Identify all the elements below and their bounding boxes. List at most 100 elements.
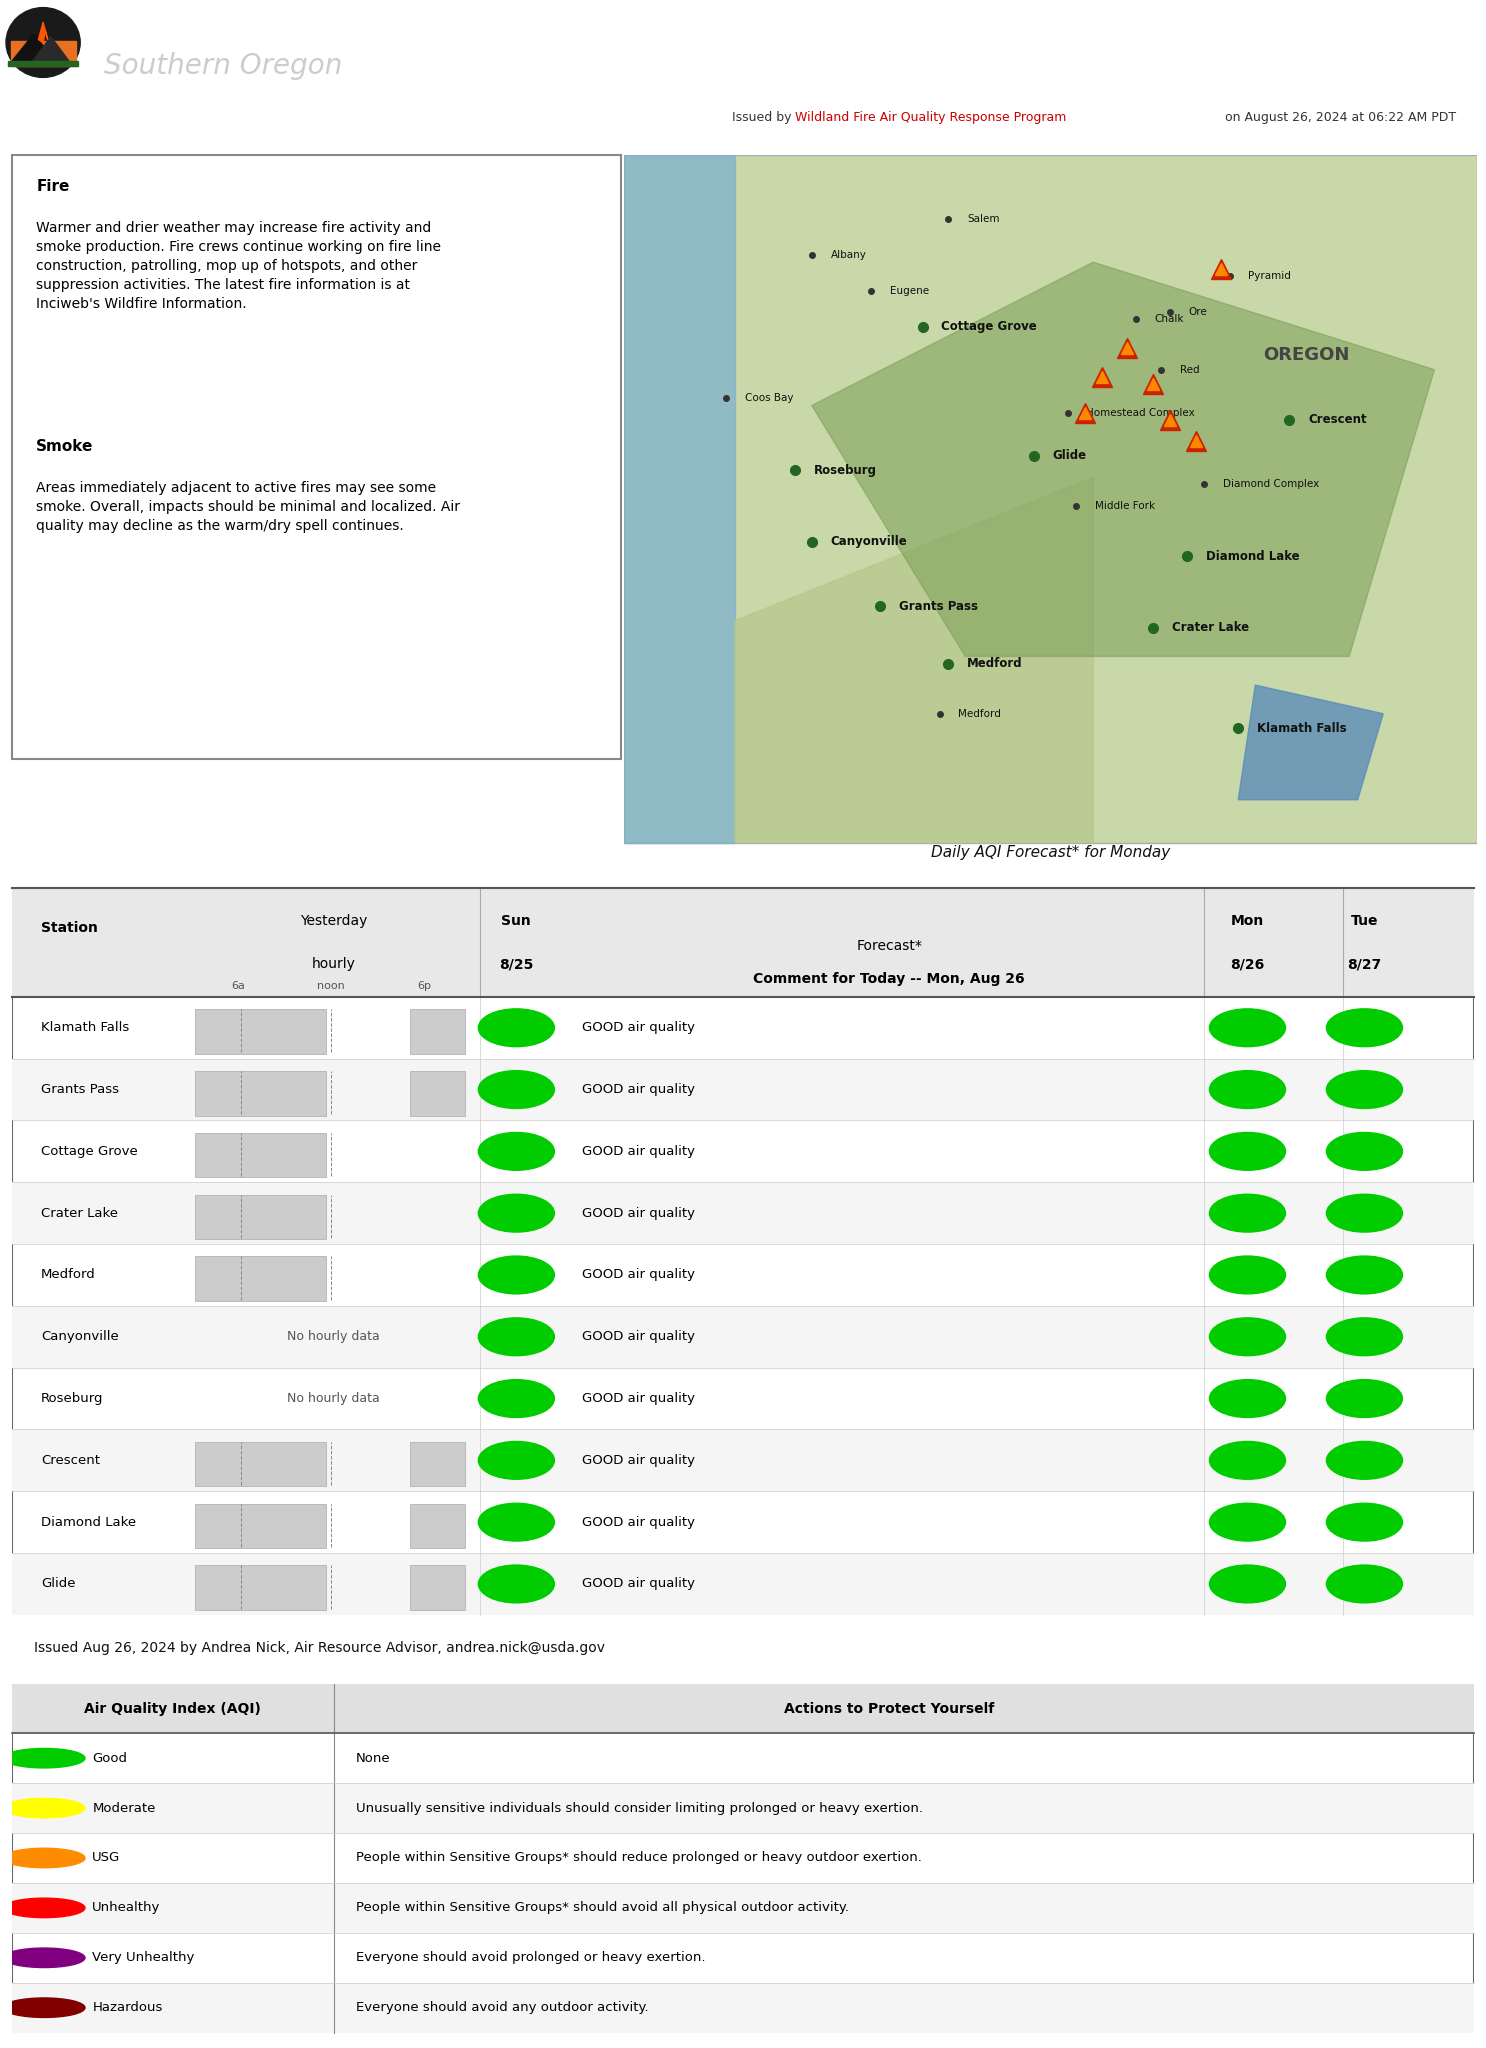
Text: Roseburg: Roseburg	[42, 1393, 104, 1405]
Text: Grants Pass: Grants Pass	[899, 600, 978, 612]
Text: Cottage Grove: Cottage Grove	[942, 319, 1037, 334]
Text: GOOD air quality: GOOD air quality	[583, 1454, 695, 1466]
Circle shape	[478, 1255, 554, 1294]
Circle shape	[1327, 1194, 1403, 1233]
Bar	[12, 1686, 1474, 1733]
Text: GOOD air quality: GOOD air quality	[583, 1145, 695, 1157]
Polygon shape	[9, 33, 58, 66]
Circle shape	[1327, 1255, 1403, 1294]
Text: Everyone should avoid prolonged or heavy exertion.: Everyone should avoid prolonged or heavy…	[355, 1952, 704, 1964]
Circle shape	[478, 1010, 554, 1047]
Bar	[12, 1059, 1474, 1120]
Text: 8/25: 8/25	[499, 956, 533, 971]
Text: 6p: 6p	[418, 981, 431, 991]
Polygon shape	[39, 23, 48, 43]
Circle shape	[1327, 1380, 1403, 1417]
Text: People within Sensitive Groups* should reduce prolonged or heavy outdoor exertio: People within Sensitive Groups* should r…	[355, 1851, 921, 1864]
Text: Issued by: Issued by	[731, 111, 795, 125]
Circle shape	[478, 1442, 554, 1479]
Text: hourly: hourly	[312, 956, 355, 971]
Text: No hourly data: No hourly data	[287, 1393, 380, 1405]
Text: Smoke: Smoke	[36, 438, 94, 453]
Bar	[195, 1503, 327, 1548]
Bar	[195, 1442, 327, 1487]
Bar	[195, 1565, 327, 1610]
Circle shape	[1327, 1071, 1403, 1108]
Circle shape	[1210, 1255, 1285, 1294]
Text: Fire: Fire	[36, 178, 70, 195]
Text: Station: Station	[42, 922, 98, 934]
Circle shape	[478, 1565, 554, 1604]
Text: noon: noon	[317, 981, 345, 991]
Text: Everyone should avoid any outdoor activity.: Everyone should avoid any outdoor activi…	[355, 2001, 648, 2013]
Text: Daily AQI Forecast* for Monday: Daily AQI Forecast* for Monday	[930, 846, 1171, 860]
Text: Hazardous: Hazardous	[92, 2001, 162, 2013]
Polygon shape	[1238, 686, 1383, 801]
Text: Crescent: Crescent	[1308, 414, 1367, 426]
Text: Warmer and drier weather may increase fire activity and
smoke production. Fire c: Warmer and drier weather may increase fi…	[36, 221, 441, 311]
Circle shape	[1327, 1565, 1403, 1604]
Text: OREGON: OREGON	[1263, 346, 1349, 365]
Text: Klamath Falls: Klamath Falls	[1257, 721, 1346, 735]
Text: Unusually sensitive individuals should consider limiting prolonged or heavy exer: Unusually sensitive individuals should c…	[355, 1802, 923, 1815]
Text: GOOD air quality: GOOD air quality	[583, 1331, 695, 1343]
Text: Crater Lake: Crater Lake	[42, 1206, 117, 1221]
Text: 8/26 - 8/27: 8/26 - 8/27	[1138, 16, 1456, 68]
Circle shape	[3, 1749, 85, 1767]
Text: Cottage Grove: Cottage Grove	[42, 1145, 138, 1157]
Bar	[410, 1442, 465, 1487]
Text: Smoke Outlook: Smoke Outlook	[104, 0, 578, 49]
Circle shape	[3, 1999, 85, 2017]
Text: USG: USG	[92, 1851, 120, 1864]
Text: Crescent: Crescent	[42, 1454, 100, 1466]
Bar	[410, 1565, 465, 1610]
Circle shape	[1210, 1442, 1285, 1479]
Text: None: None	[355, 1751, 391, 1765]
Text: Red: Red	[1180, 365, 1199, 375]
Text: GOOD air quality: GOOD air quality	[583, 1268, 695, 1282]
Bar	[195, 1071, 327, 1116]
Circle shape	[1210, 1565, 1285, 1604]
Text: Forecast*: Forecast*	[856, 938, 923, 952]
Circle shape	[1210, 1010, 1285, 1047]
Polygon shape	[811, 262, 1434, 657]
Circle shape	[1210, 1317, 1285, 1356]
Polygon shape	[9, 61, 77, 66]
Text: on August 26, 2024 at 06:22 AM PDT: on August 26, 2024 at 06:22 AM PDT	[1224, 111, 1456, 125]
Text: Klamath Falls: Klamath Falls	[42, 1022, 129, 1034]
Text: Middle Fork: Middle Fork	[1095, 502, 1155, 510]
Text: Medford: Medford	[958, 709, 1002, 719]
Text: GOOD air quality: GOOD air quality	[583, 1577, 695, 1591]
Text: Chalk: Chalk	[1155, 315, 1184, 324]
Text: Mon: Mon	[1230, 913, 1265, 928]
Circle shape	[3, 1898, 85, 1917]
Circle shape	[3, 1948, 85, 1968]
Circle shape	[3, 1798, 85, 1819]
Circle shape	[478, 1317, 554, 1356]
Text: Actions to Protect Yourself: Actions to Protect Yourself	[785, 1702, 994, 1716]
Bar	[12, 1882, 1474, 1933]
FancyBboxPatch shape	[12, 156, 621, 760]
Text: Glide: Glide	[42, 1577, 76, 1591]
Text: Diamond Complex: Diamond Complex	[1223, 479, 1320, 489]
Bar	[12, 1982, 1474, 2034]
Circle shape	[1210, 1133, 1285, 1169]
Text: GOOD air quality: GOOD air quality	[583, 1206, 695, 1221]
Text: Medford: Medford	[967, 657, 1022, 670]
Text: Comment for Today -- Mon, Aug 26: Comment for Today -- Mon, Aug 26	[753, 971, 1025, 985]
Bar	[195, 1133, 327, 1178]
Bar	[410, 1010, 465, 1055]
Text: Diamond Lake: Diamond Lake	[42, 1516, 137, 1528]
Text: GOOD air quality: GOOD air quality	[583, 1393, 695, 1405]
Circle shape	[1210, 1071, 1285, 1108]
Text: 8/26: 8/26	[1230, 956, 1265, 971]
Bar	[410, 1503, 465, 1548]
Polygon shape	[736, 477, 1094, 844]
Text: Homestead Complex: Homestead Complex	[1086, 408, 1195, 418]
Text: Sun: Sun	[501, 913, 531, 928]
Bar	[12, 1552, 1474, 1616]
Circle shape	[478, 1133, 554, 1169]
Text: Yesterday: Yesterday	[300, 913, 367, 928]
Text: Wildland Fire Air Quality Response Program: Wildland Fire Air Quality Response Progr…	[795, 111, 1074, 125]
Text: Air Quality Index (AQI): Air Quality Index (AQI)	[85, 1702, 262, 1716]
